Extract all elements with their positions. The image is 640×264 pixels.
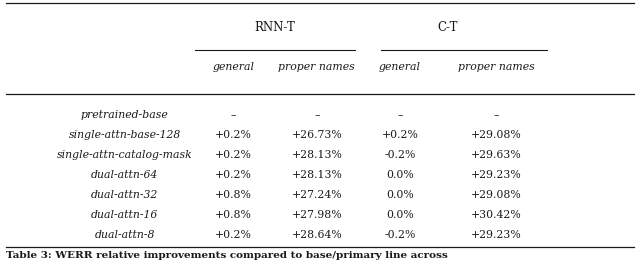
Text: +0.8%: +0.8% bbox=[215, 190, 252, 200]
Text: +27.24%: +27.24% bbox=[291, 190, 342, 200]
Text: +29.63%: +29.63% bbox=[470, 150, 522, 160]
Text: single-attn-catalog-mask: single-attn-catalog-mask bbox=[57, 150, 193, 160]
Text: –: – bbox=[231, 110, 236, 120]
Text: +29.08%: +29.08% bbox=[470, 130, 522, 140]
Text: –: – bbox=[493, 110, 499, 120]
Text: +30.42%: +30.42% bbox=[470, 210, 522, 220]
Text: dual-attn-64: dual-attn-64 bbox=[91, 170, 159, 180]
Text: –: – bbox=[397, 110, 403, 120]
Text: proper names: proper names bbox=[278, 62, 355, 72]
Text: +28.13%: +28.13% bbox=[291, 170, 342, 180]
Text: RNN-T: RNN-T bbox=[255, 21, 296, 34]
Text: +28.64%: +28.64% bbox=[291, 230, 342, 240]
Text: +28.13%: +28.13% bbox=[291, 150, 342, 160]
Text: C-T: C-T bbox=[438, 21, 458, 34]
Text: -0.2%: -0.2% bbox=[384, 230, 416, 240]
Text: +0.2%: +0.2% bbox=[215, 170, 252, 180]
Text: general: general bbox=[212, 62, 255, 72]
Text: 0.0%: 0.0% bbox=[386, 170, 414, 180]
Text: general: general bbox=[379, 62, 421, 72]
Text: 0.0%: 0.0% bbox=[386, 210, 414, 220]
Text: +0.8%: +0.8% bbox=[215, 210, 252, 220]
Text: proper names: proper names bbox=[458, 62, 534, 72]
Text: dual-attn-16: dual-attn-16 bbox=[91, 210, 159, 220]
Text: +0.2%: +0.2% bbox=[215, 150, 252, 160]
Text: +0.2%: +0.2% bbox=[215, 230, 252, 240]
Text: +27.98%: +27.98% bbox=[291, 210, 342, 220]
Text: pretrained-base: pretrained-base bbox=[81, 110, 169, 120]
Text: single-attn-base-128: single-attn-base-128 bbox=[68, 130, 181, 140]
Text: +29.08%: +29.08% bbox=[470, 190, 522, 200]
Text: -0.2%: -0.2% bbox=[384, 150, 416, 160]
Text: +0.2%: +0.2% bbox=[381, 130, 419, 140]
Text: +0.2%: +0.2% bbox=[215, 130, 252, 140]
Text: dual-attn-8: dual-attn-8 bbox=[95, 230, 155, 240]
Text: +26.73%: +26.73% bbox=[291, 130, 342, 140]
Text: Table 3: WERR relative improvements compared to base/primary line across: Table 3: WERR relative improvements comp… bbox=[6, 251, 448, 260]
Text: –: – bbox=[314, 110, 319, 120]
Text: +29.23%: +29.23% bbox=[470, 230, 522, 240]
Text: 0.0%: 0.0% bbox=[386, 190, 414, 200]
Text: dual-attn-32: dual-attn-32 bbox=[91, 190, 159, 200]
Text: +29.23%: +29.23% bbox=[470, 170, 522, 180]
